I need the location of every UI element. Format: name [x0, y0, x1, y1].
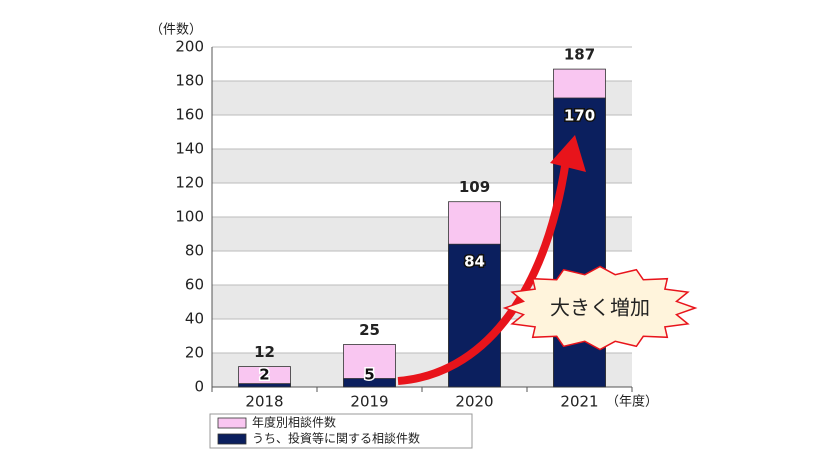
y-unit: （件数） [150, 23, 202, 38]
annotation: 大きく増加 [550, 296, 650, 320]
bar [343, 378, 396, 388]
value-label: 187 [564, 46, 595, 64]
value-label: 84 [464, 253, 485, 271]
value-label: 25 [359, 321, 380, 339]
legend-label: うち、投資等に関する相談件数 [252, 431, 420, 446]
legend-swatch [217, 417, 247, 429]
starburst [502, 265, 698, 351]
y-tick-label: 0 [194, 378, 204, 396]
y-tick-label: 140 [175, 140, 204, 158]
x-tick-label: 2020 [455, 393, 493, 411]
arrow [397, 159, 570, 385]
y-tick-label: 200 [175, 38, 204, 56]
y-tick-label: 40 [185, 310, 204, 328]
legend-box [209, 413, 473, 449]
y-tick-label: 160 [175, 106, 204, 124]
x-tick-label: 2018 [245, 393, 283, 411]
value-label: 109 [459, 178, 490, 196]
legend-label: 年度別相談件数 [252, 415, 336, 430]
x-tick-label: 2021 [560, 393, 598, 411]
y-tick-label: 180 [175, 72, 204, 90]
x-unit: （年度） [606, 394, 658, 410]
x-tick-label: 2019 [350, 393, 388, 411]
value-label: 12 [254, 343, 275, 361]
y-tick-label: 20 [185, 344, 204, 362]
y-tick-label: 120 [175, 174, 204, 192]
y-tick-label: 100 [175, 208, 204, 226]
y-tick-label: 80 [185, 242, 204, 260]
value-label: 2 [259, 366, 269, 384]
value-label: 170 [564, 107, 595, 125]
bar [238, 383, 291, 388]
y-tick-label: 60 [185, 276, 204, 294]
arrow-head [550, 135, 586, 172]
value-label: 5 [364, 366, 374, 384]
legend-swatch [217, 433, 247, 445]
